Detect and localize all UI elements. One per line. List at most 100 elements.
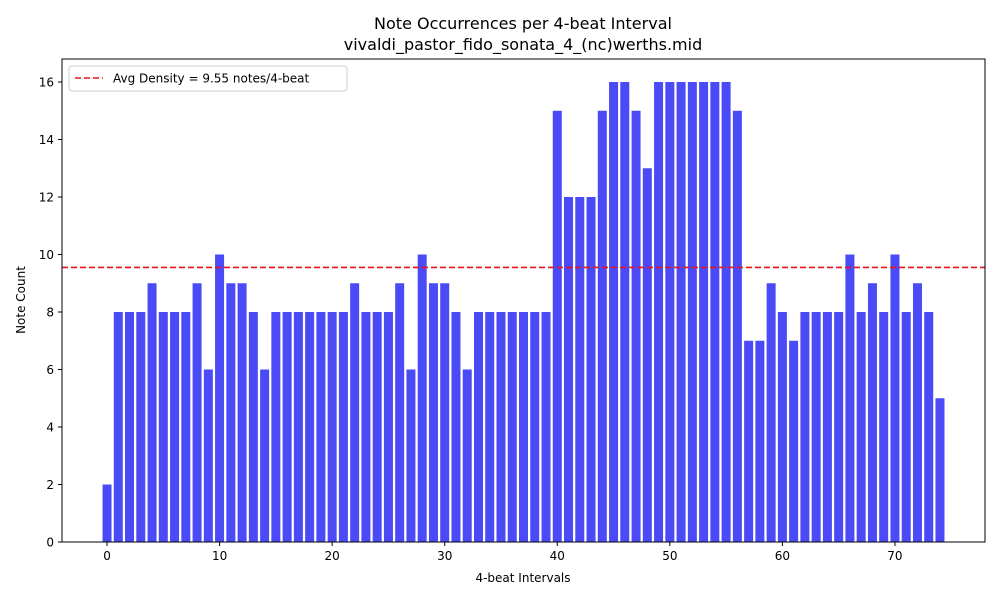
y-tick-label: 14 — [39, 133, 54, 147]
bar — [451, 312, 461, 542]
bar — [867, 283, 877, 542]
y-tick-label: 6 — [46, 363, 54, 377]
bar — [777, 312, 787, 542]
x-tick-label: 40 — [550, 549, 565, 563]
bar — [485, 312, 495, 542]
bar — [924, 312, 934, 542]
bar — [575, 197, 585, 542]
bar — [395, 283, 405, 542]
x-tick-label: 10 — [212, 549, 227, 563]
bar — [136, 312, 146, 542]
bar — [845, 254, 855, 542]
bar — [834, 312, 844, 542]
bar — [676, 82, 686, 542]
bar — [755, 340, 765, 542]
bar — [901, 312, 911, 542]
bar — [732, 110, 742, 542]
bar — [530, 312, 540, 542]
bar — [496, 312, 506, 542]
bar — [428, 283, 438, 542]
bar — [642, 168, 652, 542]
bar — [271, 312, 281, 542]
bar — [564, 197, 574, 542]
bar — [113, 312, 123, 542]
bar — [800, 312, 810, 542]
bar — [327, 312, 337, 542]
bar — [440, 283, 450, 542]
bar — [102, 484, 112, 542]
bar — [541, 312, 551, 542]
bar — [226, 283, 236, 542]
x-axis-ticks: 0 10 20 30 40 50 60 70 — [103, 542, 903, 563]
plot-area-frame — [61, 58, 986, 543]
bar — [260, 369, 270, 542]
bar — [665, 82, 675, 542]
bar — [293, 312, 303, 542]
bar — [158, 312, 168, 542]
bar — [822, 312, 832, 542]
bar — [203, 369, 213, 542]
bar — [699, 82, 709, 542]
bar — [282, 312, 292, 542]
bar — [170, 312, 180, 542]
bar — [462, 369, 472, 542]
legend: Avg Density = 9.55 notes/4-beat — [68, 65, 348, 92]
chart-subtitle: vivaldi_pastor_fido_sonata_4_(nc)werths.… — [344, 35, 702, 55]
y-axis-ticks: 0 2 4 6 8 10 12 14 16 — [39, 75, 62, 549]
bars-group — [102, 82, 945, 542]
bar — [125, 312, 135, 542]
y-tick-label: 16 — [39, 75, 54, 89]
bar — [789, 340, 799, 542]
bar — [654, 82, 664, 542]
bar — [687, 82, 697, 542]
bar — [361, 312, 371, 542]
bar — [620, 82, 630, 542]
bar — [856, 312, 866, 542]
chart-title: Note Occurrences per 4-beat Interval — [374, 14, 672, 33]
bar — [248, 312, 258, 542]
y-tick-label: 10 — [39, 248, 54, 262]
bar — [507, 312, 517, 542]
bar — [552, 110, 562, 542]
x-tick-label: 50 — [662, 549, 677, 563]
bar — [710, 82, 720, 542]
bar — [192, 283, 202, 542]
bar — [316, 312, 326, 542]
bar — [811, 312, 821, 542]
bar — [890, 254, 900, 542]
x-tick-label: 60 — [775, 549, 790, 563]
bar — [181, 312, 191, 542]
x-tick-label: 30 — [437, 549, 452, 563]
bar — [912, 283, 922, 542]
bar — [586, 197, 596, 542]
bar — [597, 110, 607, 542]
bar — [935, 398, 945, 542]
bar — [473, 312, 483, 542]
bar — [609, 82, 619, 542]
bar — [417, 254, 427, 542]
legend-label: Avg Density = 9.55 notes/4-beat — [113, 72, 310, 86]
bar — [744, 340, 754, 542]
y-tick-label: 0 — [46, 535, 54, 549]
x-tick-label: 70 — [887, 549, 902, 563]
bar — [237, 283, 247, 542]
x-tick-label: 0 — [103, 549, 111, 563]
bar — [406, 369, 416, 542]
bar — [766, 283, 776, 542]
bar — [147, 283, 157, 542]
bar — [383, 312, 393, 542]
y-tick-label: 2 — [46, 478, 54, 492]
bar — [215, 254, 225, 542]
bar — [631, 110, 641, 542]
y-tick-label: 12 — [39, 190, 54, 204]
bar — [879, 312, 889, 542]
y-axis-label: Note Count — [14, 266, 28, 334]
bar — [338, 312, 348, 542]
bar — [305, 312, 315, 542]
bar — [721, 82, 731, 542]
x-tick-label: 20 — [325, 549, 340, 563]
legend-box — [68, 65, 348, 92]
bar — [372, 312, 382, 542]
bar — [519, 312, 528, 542]
